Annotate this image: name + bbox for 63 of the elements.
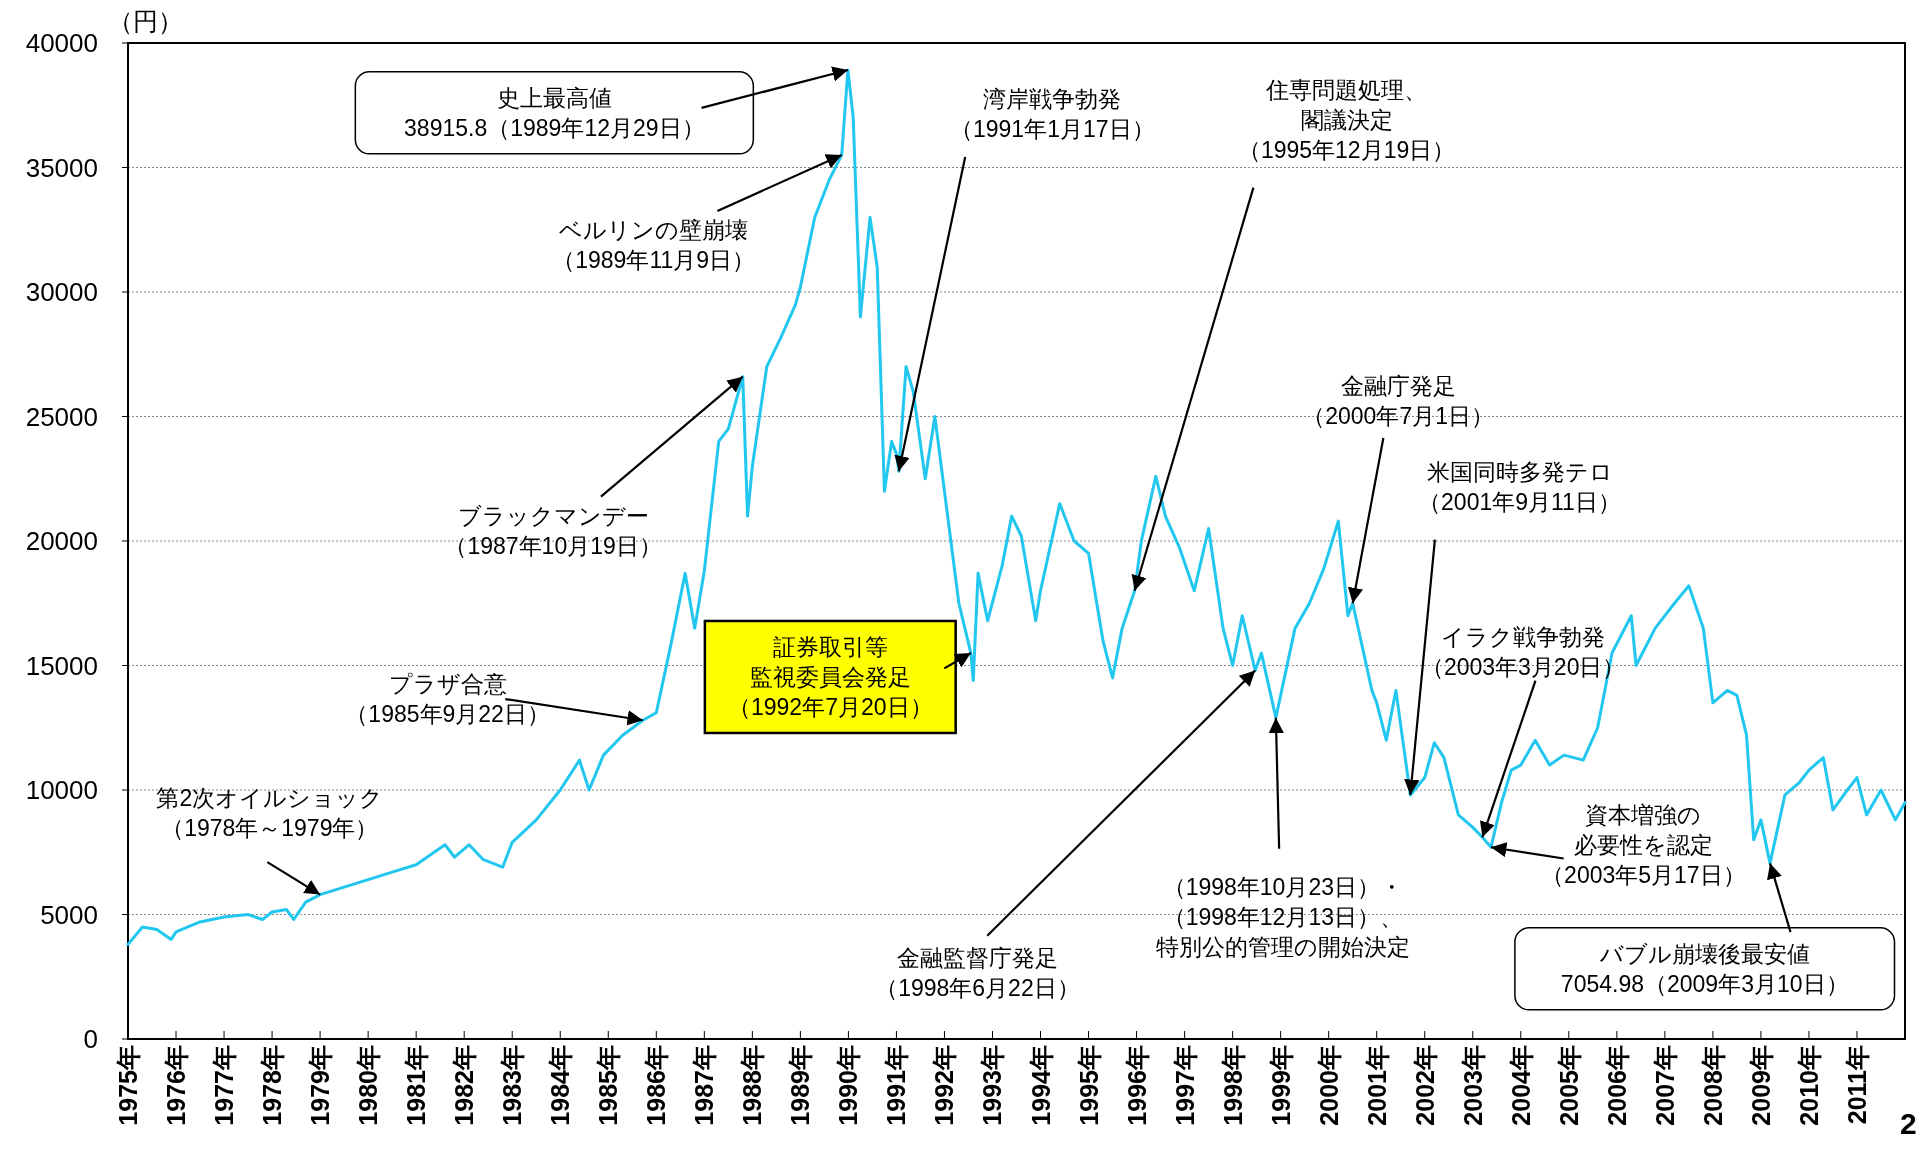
y-tick-label: 20000 [25,526,98,556]
y-tick-label: 35000 [25,152,98,183]
x-tick-label: 1984年 [546,1045,575,1126]
x-tick-label: 1994年 [1026,1045,1055,1126]
x-tick-label: 1977年 [210,1045,239,1126]
annotation: 資本増強の必要性を認定（2003年5月17日） [1541,801,1746,888]
x-tick-label: 2002年 [1410,1045,1439,1126]
x-tick-label: 2009年 [1746,1045,1775,1126]
x-tick-label: 1999年 [1266,1045,1295,1126]
x-tick-label: 1991年 [882,1045,911,1126]
annotation: 証券取引等監視委員会発足（1992年7月20日） [728,633,933,720]
x-tick-label: 1978年 [258,1045,287,1126]
y-tick-label: 0 [83,1024,98,1054]
x-tick-label: 1981年 [402,1045,431,1126]
annotation: ブラックマンデー（1987年10月19日） [444,503,662,560]
x-tick-label: 2008年 [1698,1045,1727,1126]
x-tick-label: 1996年 [1122,1045,1151,1126]
x-tick-label: 1980年 [354,1045,383,1126]
y-tick-label: 5000 [40,899,98,930]
x-tick-label: 1979年 [306,1045,335,1126]
annotation: プラザ合意（1985年9月22日） [345,671,550,728]
x-tick-label: 1987年 [690,1045,719,1126]
y-tick-label: 25000 [25,401,98,432]
x-tick-label: 2010年 [1794,1045,1823,1126]
y-tick-label: 10000 [25,775,98,805]
y-tick-label: 15000 [25,650,98,681]
x-tick-label: 2006年 [1602,1045,1631,1126]
annotation: 湾岸戦争勃発（1991年1月17日） [949,86,1155,143]
annotation: 金融庁発足（2000年7月1日） [1302,373,1494,430]
x-tick-label: 2003年 [1458,1045,1487,1126]
x-tick-label: 1985年 [594,1045,623,1126]
x-tick-label: 1995年 [1074,1045,1103,1126]
x-tick-label: 1990年 [834,1045,863,1126]
x-tick-label: 1989年 [786,1045,815,1126]
y-axis-title: （円） [108,7,183,35]
annotation: 金融監督庁発足（1998年6月22日） [875,944,1080,1001]
x-tick-label: 1988年 [738,1045,767,1126]
annotation: イラク戦争勃発（2003年3月20日） [1420,624,1626,681]
annotation: 住専問題処理、閣議決定（1995年12月19日） [1237,77,1456,164]
x-tick-label: 1993年 [978,1045,1007,1126]
x-tick-label: 1997年 [1170,1045,1199,1126]
x-tick-label: 1992年 [930,1045,959,1126]
x-tick-label: 2011年 [1842,1045,1871,1125]
x-tick-label: 2001年 [1362,1045,1391,1126]
x-tick-label: 2005年 [1554,1045,1583,1126]
x-tick-label: 1983年 [498,1045,527,1126]
annotation: ベルリンの壁崩壊（1989年11月9日） [552,217,756,274]
y-tick-label: 40000 [25,28,98,58]
annotation: （1998年10月23日）・（1998年12月13日）、特別公的管理の開始決定 [1155,874,1410,961]
annotation: バブル崩壊後最安値7054.98（2009年3月10日） [1560,940,1849,997]
text: 2 [1899,1106,1917,1140]
annotation: 米国同時多発テロ（2001年9月11日） [1418,458,1621,515]
x-tick-label: 2000年 [1314,1045,1343,1126]
x-tick-label: 1982年 [450,1045,479,1126]
y-tick-label: 30000 [25,277,98,307]
x-tick-label: 2004年 [1506,1045,1535,1126]
x-tick-label: 1986年 [642,1045,671,1126]
x-tick-label: 1975年 [114,1045,142,1126]
annotation: 史上最高値38915.8（1989年12月29日） [404,84,705,141]
x-tick-label: 1976年 [162,1045,191,1126]
x-tick-label: 1998年 [1218,1045,1247,1126]
x-tick-label: 2007年 [1650,1045,1679,1126]
annotation: 第2次オイルショック（1978年～1979年） [156,785,384,842]
